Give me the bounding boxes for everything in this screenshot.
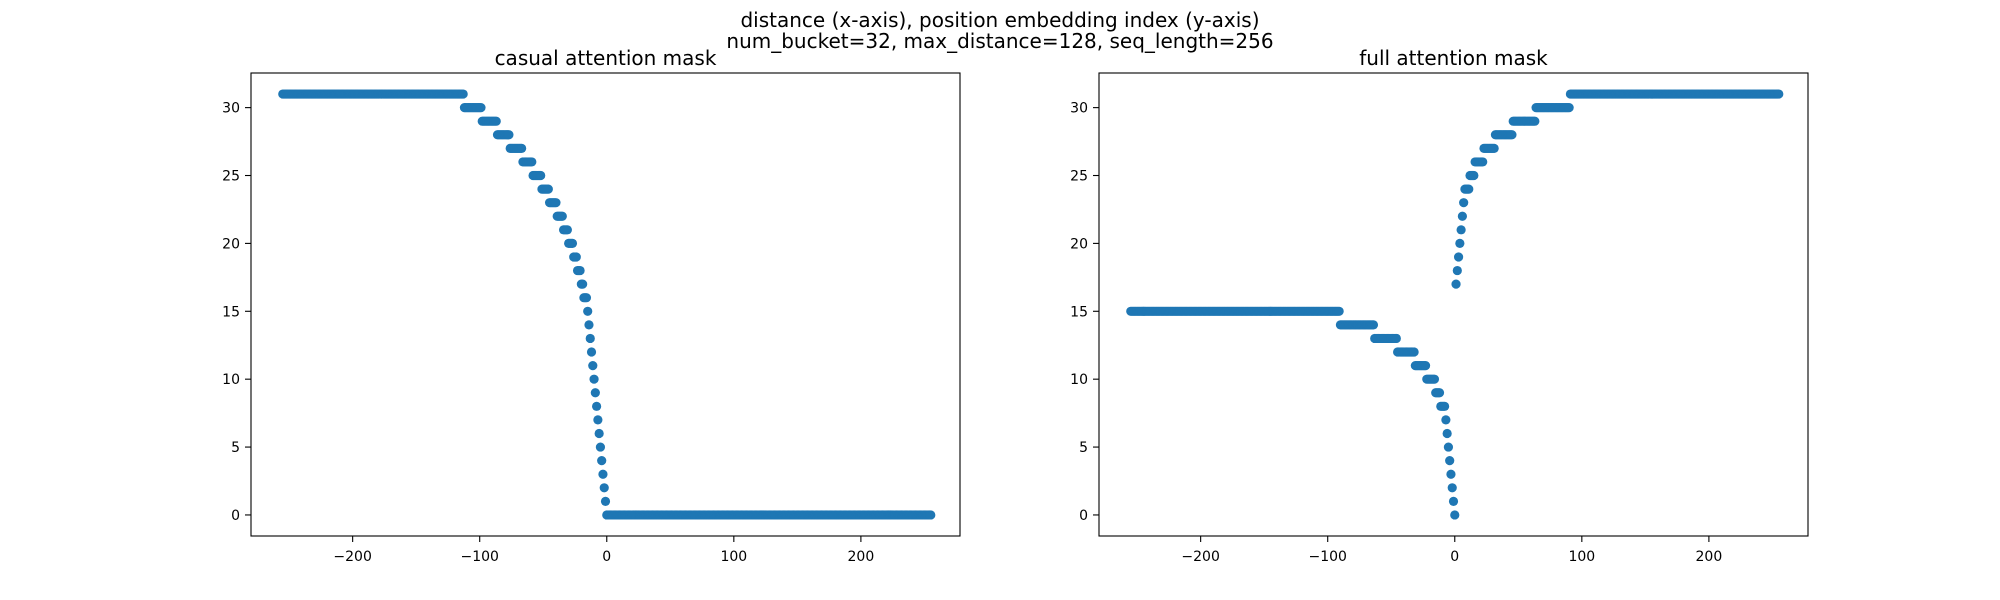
- scatter-point: [491, 116, 501, 126]
- figure-suptitle-line1: distance (x-axis), position embedding in…: [740, 8, 1260, 32]
- scatter-point: [600, 496, 611, 506]
- x-tick-label: 0: [602, 549, 611, 565]
- scatter-point: [1445, 456, 1455, 466]
- chart-title: full attention mask: [1359, 46, 1548, 70]
- scatter-point: [1469, 170, 1479, 181]
- scatter-point: [926, 510, 936, 520]
- scatter-point: [571, 252, 581, 262]
- y-tick-label: 0: [1079, 508, 1088, 524]
- scatter-point: [1334, 306, 1344, 316]
- scatter-point: [1478, 157, 1488, 167]
- y-tick-label: 10: [1070, 372, 1088, 388]
- x-tick-label: −100: [1308, 549, 1346, 565]
- scatter-point: [595, 442, 606, 452]
- x-tick-label: 200: [1696, 549, 1723, 565]
- scatter-point: [1442, 428, 1452, 439]
- scatter-point: [1774, 89, 1784, 99]
- scatter-point: [1368, 320, 1379, 330]
- scatter-point: [527, 157, 537, 167]
- scatter-point: [1441, 415, 1451, 425]
- scatter-point: [1440, 401, 1450, 411]
- x-tick-label: 0: [1450, 549, 1459, 565]
- y-tick-label: 20: [1070, 236, 1088, 252]
- scatter-point: [567, 238, 578, 248]
- scatter-point: [1452, 265, 1462, 276]
- scatter-point: [599, 483, 609, 493]
- scatter-point: [1451, 279, 1461, 289]
- scatter-point: [1450, 510, 1460, 520]
- scatter-point: [597, 456, 607, 466]
- y-tick-label: 30: [1070, 101, 1088, 117]
- scatter-series: [278, 89, 936, 520]
- scatter-point: [517, 143, 527, 153]
- axes-frame: [1098, 72, 1809, 537]
- scatter-point: [1434, 388, 1445, 398]
- scatter-series: [1126, 89, 1784, 520]
- scatter-point: [1429, 374, 1440, 384]
- y-tick-label: 5: [1079, 440, 1088, 456]
- chart-title: casual attention mask: [495, 46, 717, 70]
- scatter-point: [1464, 184, 1474, 194]
- scatter-point: [583, 306, 593, 316]
- y-tick-label: 25: [1070, 169, 1088, 185]
- x-tick-label: 200: [848, 549, 875, 565]
- scatter-point: [1459, 198, 1469, 208]
- chart-panel-2: full attention mask −200 −100 0 100 200 0 5 10 15…: [1070, 46, 1809, 565]
- scatter-point: [575, 265, 585, 276]
- scatter-point: [1455, 238, 1465, 248]
- scatter-point: [589, 374, 599, 384]
- scatter-point: [585, 333, 595, 344]
- y-tick-label: 10: [222, 372, 240, 388]
- scatter-point: [592, 401, 602, 411]
- scatter-point: [1453, 252, 1464, 262]
- y-tick-label: 20: [222, 236, 240, 252]
- scatter-point: [588, 361, 598, 371]
- scatter-point: [1447, 483, 1457, 493]
- scatter-point: [543, 184, 553, 194]
- scatter-point: [1564, 103, 1574, 113]
- scatter-point: [1446, 469, 1456, 479]
- scatter-point: [562, 225, 572, 235]
- scatter-point: [1530, 116, 1540, 126]
- figure-suptitle-line2: num_bucket=32, max_distance=128, seq_len…: [726, 29, 1274, 53]
- scatter-point: [504, 130, 514, 140]
- scatter-point: [1457, 211, 1467, 221]
- scatter-point: [458, 89, 468, 99]
- scatter-point: [1391, 333, 1401, 344]
- scatter-point: [593, 415, 603, 425]
- scatter-point: [594, 428, 604, 439]
- scatter-point: [586, 347, 597, 357]
- scatter-point: [590, 388, 600, 398]
- scatter-point: [581, 293, 592, 303]
- scatter-point: [536, 170, 546, 181]
- y-tick-label: 30: [222, 101, 240, 117]
- y-tick-label: 15: [222, 304, 240, 320]
- scatter-point: [476, 103, 486, 113]
- scatter-point: [557, 211, 567, 221]
- x-tick-label: −200: [333, 549, 371, 565]
- scatter-point: [598, 469, 608, 479]
- scatter-point: [551, 198, 561, 208]
- axes-frame: [250, 72, 961, 537]
- x-tick-label: −200: [1181, 549, 1219, 565]
- scatter-point: [1420, 361, 1431, 371]
- scatter-point: [578, 279, 588, 289]
- scatter-point: [1409, 347, 1419, 357]
- chart-panel-1: casual attention mask −200 −100 0 100 200 0 5 10…: [222, 46, 961, 565]
- scatter-point: [1448, 496, 1459, 506]
- x-tick-label: 100: [720, 549, 747, 565]
- x-tick-label: 100: [1568, 549, 1595, 565]
- y-tick-label: 25: [222, 169, 240, 185]
- y-tick-label: 5: [231, 440, 240, 456]
- y-tick-label: 15: [1070, 304, 1088, 320]
- y-tick-label: 0: [231, 508, 240, 524]
- scatter-point: [584, 320, 594, 330]
- scatter-point: [1456, 225, 1466, 235]
- scatter-point: [1443, 442, 1454, 452]
- scatter-point: [1507, 130, 1517, 140]
- x-tick-label: −100: [460, 549, 498, 565]
- scatter-point: [1489, 143, 1499, 153]
